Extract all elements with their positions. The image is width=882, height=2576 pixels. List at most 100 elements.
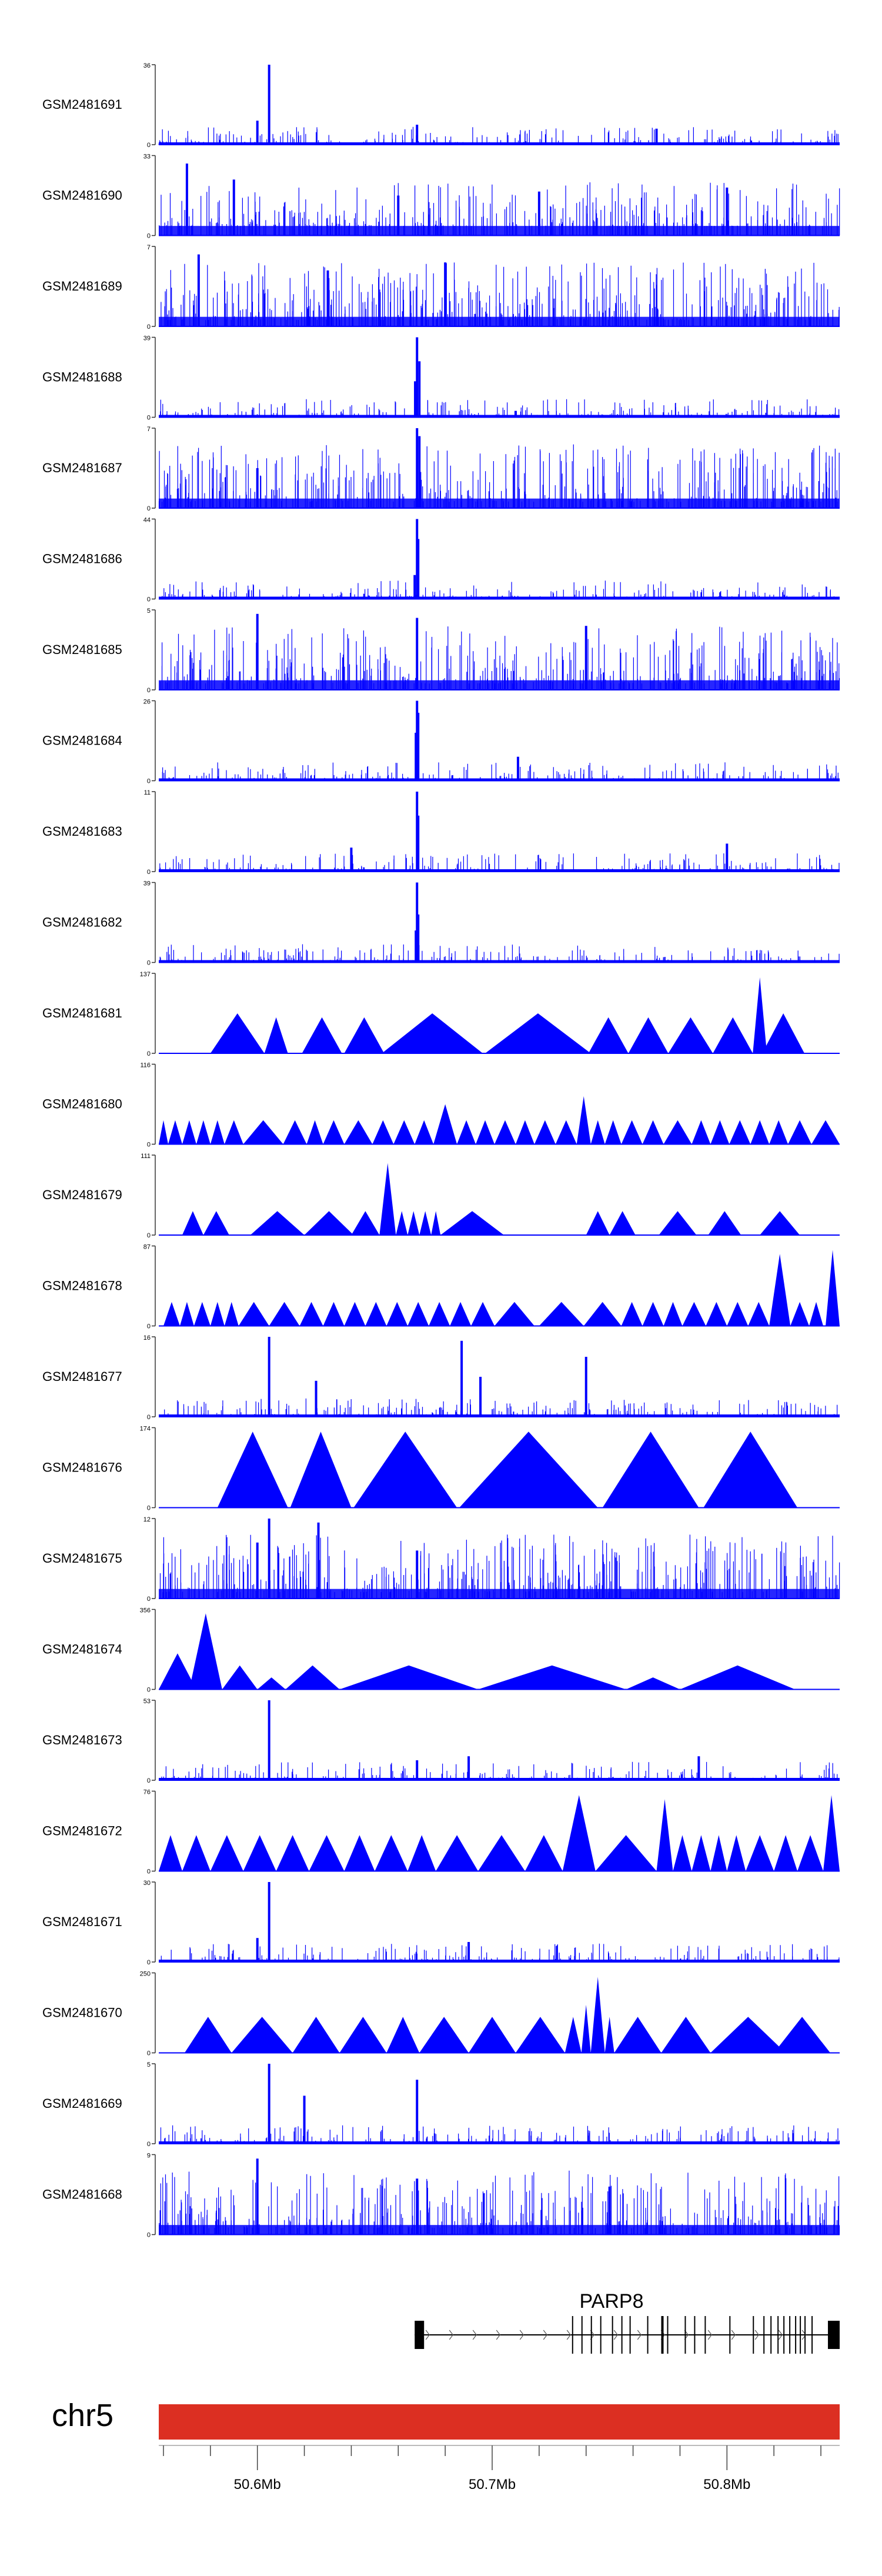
coverage-peak bbox=[788, 1120, 812, 1144]
coverage-peak bbox=[344, 1835, 375, 1871]
coverage-peak bbox=[222, 1665, 258, 1690]
coverage-peak bbox=[471, 1302, 495, 1326]
y-axis-max-label: 30 bbox=[143, 1880, 151, 1887]
track-label: GSM2481687 bbox=[42, 461, 122, 475]
coverage-peak bbox=[590, 1120, 605, 1144]
y-axis-zero-label: 0 bbox=[147, 415, 151, 422]
coverage-peak bbox=[203, 1211, 229, 1235]
coverage-peak bbox=[268, 1337, 270, 1417]
coverage-floor bbox=[159, 1778, 840, 1780]
track-GSM2481676: GSM2481676 174 0 bbox=[42, 1426, 840, 1512]
coverage-peak bbox=[621, 1302, 643, 1326]
coverage-peak bbox=[608, 2186, 611, 2235]
coverage-peak bbox=[414, 381, 417, 418]
coverage-peak bbox=[309, 1835, 345, 1871]
track-GSM2481669: GSM2481669 5 0 bbox=[42, 2061, 840, 2148]
coverage-peak bbox=[416, 2080, 419, 2144]
track-label: GSM2481672 bbox=[42, 1824, 122, 1838]
track-label: GSM2481675 bbox=[42, 1551, 122, 1566]
coverage-peak bbox=[431, 1211, 441, 1235]
y-axis-max-label: 87 bbox=[143, 1244, 151, 1251]
coverage-peak bbox=[407, 1835, 436, 1871]
track-label: GSM2481685 bbox=[42, 642, 122, 657]
coverage-peak bbox=[264, 1017, 288, 1053]
y-axis-zero-label: 0 bbox=[147, 1687, 151, 1694]
coverage-peak bbox=[268, 1882, 270, 1962]
gene-exon bbox=[811, 2316, 813, 2354]
gene-exon bbox=[804, 2316, 806, 2354]
coverage-peak bbox=[469, 2017, 516, 2053]
y-axis-zero-label: 0 bbox=[147, 1596, 151, 1603]
y-axis-max-label: 26 bbox=[143, 699, 151, 706]
gene-exon bbox=[572, 2316, 573, 2354]
coverage-peak bbox=[256, 1938, 259, 1962]
coverage-peak bbox=[269, 1302, 300, 1326]
coverage-peak bbox=[224, 1120, 243, 1144]
y-axis-max-label: 39 bbox=[143, 335, 151, 342]
y-axis-max-label: 5 bbox=[147, 2061, 151, 2068]
coverage-peak bbox=[539, 1302, 584, 1326]
coverage-peak bbox=[604, 2017, 614, 2053]
coverage-peak bbox=[769, 1254, 791, 1326]
coverage-peak bbox=[708, 1211, 741, 1235]
y-axis-zero-label: 0 bbox=[147, 1142, 151, 1149]
coverage-peak bbox=[710, 2017, 786, 2053]
coverage-peak bbox=[703, 1432, 798, 1508]
track-GSM2481685: GSM2481685 5 0 bbox=[42, 608, 840, 694]
y-axis-max-label: 33 bbox=[143, 154, 151, 161]
y-axis-zero-label: 0 bbox=[147, 1505, 151, 1512]
coverage-peak bbox=[182, 1211, 203, 1235]
coverage-peak bbox=[673, 1835, 692, 1871]
track-GSM2481682: GSM2481682 39 0 bbox=[42, 880, 840, 967]
coverage-peak bbox=[210, 1120, 225, 1144]
coverage-peak bbox=[762, 1013, 805, 1053]
coverage-peak bbox=[163, 1302, 180, 1326]
track-GSM2481688: GSM2481688 39 0 bbox=[42, 335, 840, 422]
y-axis-zero-label: 0 bbox=[147, 960, 151, 967]
coverage-peak bbox=[642, 1120, 664, 1144]
coverage-peak bbox=[467, 1942, 470, 1962]
coverage-peak bbox=[397, 195, 400, 236]
track-label: GSM2481680 bbox=[42, 1097, 122, 1112]
track-GSM2481690: GSM2481690 33 0 bbox=[42, 154, 840, 240]
coverage-peak bbox=[797, 1835, 824, 1871]
coverage-floor bbox=[159, 142, 840, 145]
coverage-peak bbox=[419, 1211, 432, 1235]
coverage-peak bbox=[303, 2095, 306, 2144]
coverage-peak bbox=[450, 1302, 472, 1326]
coverage-peak bbox=[379, 1163, 396, 1235]
gene-exon bbox=[770, 2316, 772, 2354]
coverage-peak bbox=[746, 1835, 774, 1871]
y-axis-max-label: 111 bbox=[141, 1153, 151, 1160]
coverage-peak bbox=[628, 1017, 669, 1053]
coverage-peak bbox=[584, 626, 587, 690]
coverage-peak bbox=[727, 1302, 749, 1326]
y-axis-zero-label: 0 bbox=[147, 142, 151, 149]
coverage-peak bbox=[537, 191, 540, 236]
coverage-peak bbox=[659, 1211, 697, 1235]
coverage-floor bbox=[159, 596, 840, 599]
y-axis-max-label: 174 bbox=[140, 1426, 151, 1433]
coverage-peak bbox=[576, 1096, 591, 1144]
gene-exon bbox=[621, 2316, 623, 2354]
coverage-peak bbox=[415, 732, 417, 781]
y-axis-zero-label: 0 bbox=[147, 2141, 151, 2148]
coverage-peak bbox=[478, 1665, 626, 1690]
coverage-peak bbox=[691, 1120, 711, 1144]
coverage-peak bbox=[268, 2064, 270, 2144]
coverage-peak bbox=[159, 1835, 182, 1871]
coverage-peak bbox=[197, 254, 200, 326]
coverage-peak bbox=[326, 270, 329, 326]
track-label: GSM2481669 bbox=[42, 2096, 122, 2111]
coverage-peak bbox=[516, 756, 519, 781]
coverage-floor bbox=[159, 960, 840, 963]
coverage-floor bbox=[159, 2141, 840, 2144]
coverage-peak bbox=[811, 1120, 840, 1144]
coverage-peak bbox=[344, 1302, 366, 1326]
coverage-peak bbox=[257, 1677, 286, 1690]
coverage-peak bbox=[365, 1302, 387, 1326]
coverage-peak bbox=[680, 1665, 796, 1690]
coverage-peak bbox=[407, 1211, 420, 1235]
gene-exon bbox=[828, 2321, 840, 2349]
coverage-peak bbox=[590, 1977, 605, 2053]
